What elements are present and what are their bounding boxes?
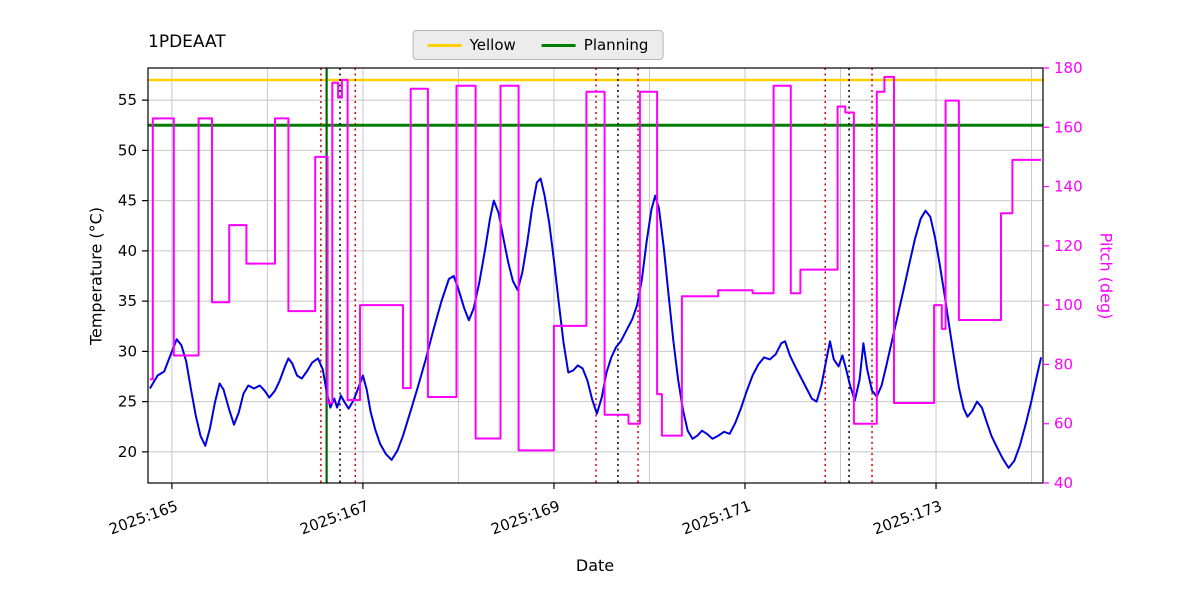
legend-label-yellow: Yellow bbox=[469, 36, 516, 54]
temp-tick-label: 40 bbox=[118, 242, 137, 260]
pitch-tick-label: 160 bbox=[1054, 118, 1083, 136]
legend-entry-yellow: Yellow bbox=[427, 36, 516, 54]
legend: Yellow Planning bbox=[412, 30, 664, 60]
temp-tick-label: 20 bbox=[118, 443, 137, 461]
pitch-tick-label: 80 bbox=[1054, 355, 1073, 373]
x-axis-label: Date bbox=[575, 556, 615, 575]
temp-tick-label: 45 bbox=[118, 192, 137, 210]
temp-tick-label: 55 bbox=[118, 91, 137, 109]
pitch-tick-label: 60 bbox=[1054, 415, 1073, 433]
temperature-series-line bbox=[149, 177, 1043, 469]
temp-tick-label: 25 bbox=[118, 393, 137, 411]
pitch-tick-label: 120 bbox=[1054, 237, 1083, 255]
yellow-limit-swatch bbox=[427, 43, 462, 47]
y-axis-label-left: Temperature (°C) bbox=[86, 206, 106, 346]
axes-spines bbox=[147, 67, 1044, 484]
y-axis-label-right: Pitch (deg) bbox=[1096, 232, 1116, 320]
pitch-tick-label: 180 bbox=[1054, 59, 1083, 77]
pitch-tick-label: 140 bbox=[1054, 178, 1083, 196]
pitch-tick-label: 40 bbox=[1054, 474, 1073, 492]
temp-tick-label: 30 bbox=[118, 342, 137, 360]
legend-label-planning: Planning bbox=[583, 36, 649, 54]
temp-tick-label: 50 bbox=[118, 141, 137, 159]
temp-tick-label: 35 bbox=[118, 292, 137, 310]
legend-entry-planning: Planning bbox=[541, 36, 649, 54]
pitch-series-line bbox=[149, 75, 1042, 452]
planning-limit-swatch bbox=[541, 43, 576, 47]
chart-title: 1PDEAAT bbox=[148, 32, 226, 52]
pitch-tick-label: 100 bbox=[1054, 296, 1083, 314]
